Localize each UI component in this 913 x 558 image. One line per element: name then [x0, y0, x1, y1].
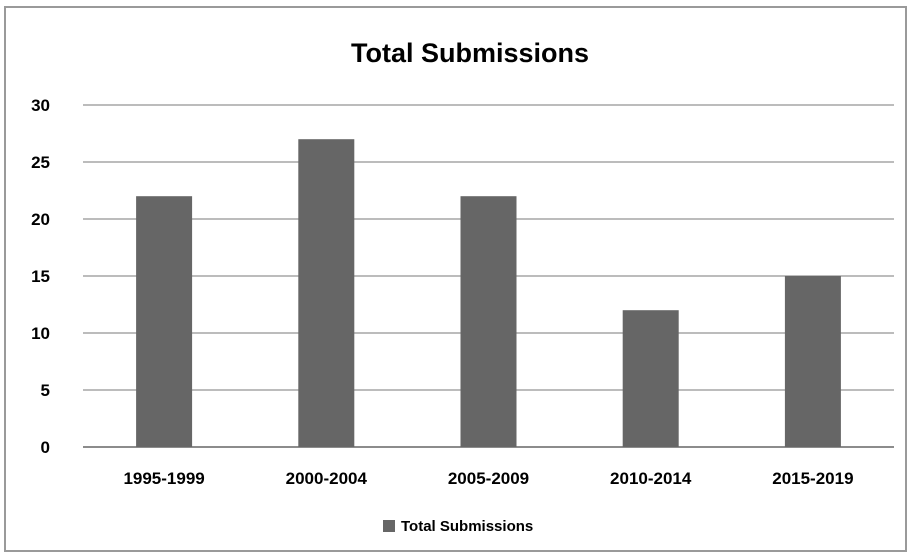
x-tick-label: 2010-2014 — [610, 469, 692, 488]
chart-frame: Total Submissions 0 5 10 15 20 25 30 1995-1999… — [4, 6, 907, 552]
y-tick-label: 20 — [31, 210, 50, 229]
y-tick-label: 15 — [31, 267, 50, 286]
y-tick-label: 0 — [41, 438, 50, 457]
chart-title: Total Submissions — [351, 38, 589, 68]
y-tick-label: 5 — [41, 381, 50, 400]
legend: Total Submissions — [383, 518, 533, 535]
legend-label: Total Submissions — [401, 518, 533, 535]
x-tick-label: 2005-2009 — [448, 469, 529, 488]
bar-1995-1999 — [136, 196, 193, 447]
bar-2015-2019 — [784, 276, 841, 447]
bar-2005-2009 — [460, 196, 517, 447]
y-axis-ticks: 0 5 10 15 20 25 30 — [31, 96, 50, 457]
legend-swatch — [383, 520, 395, 532]
y-tick-label: 30 — [31, 96, 50, 115]
bar-2000-2004 — [298, 139, 355, 447]
bars — [136, 139, 841, 447]
x-tick-label: 1995-1999 — [123, 469, 204, 488]
bar-2010-2014 — [622, 310, 679, 447]
bar-chart: Total Submissions 0 5 10 15 20 25 30 1995-1999… — [31, 38, 894, 535]
x-axis-ticks: 1995-1999 2000-2004 2005-2009 2010-2014 2015… — [123, 469, 853, 488]
y-tick-label: 25 — [31, 153, 50, 172]
x-tick-label: 2015-2019 — [772, 469, 853, 488]
y-tick-label: 10 — [31, 324, 50, 343]
x-tick-label: 2000-2004 — [286, 469, 368, 488]
